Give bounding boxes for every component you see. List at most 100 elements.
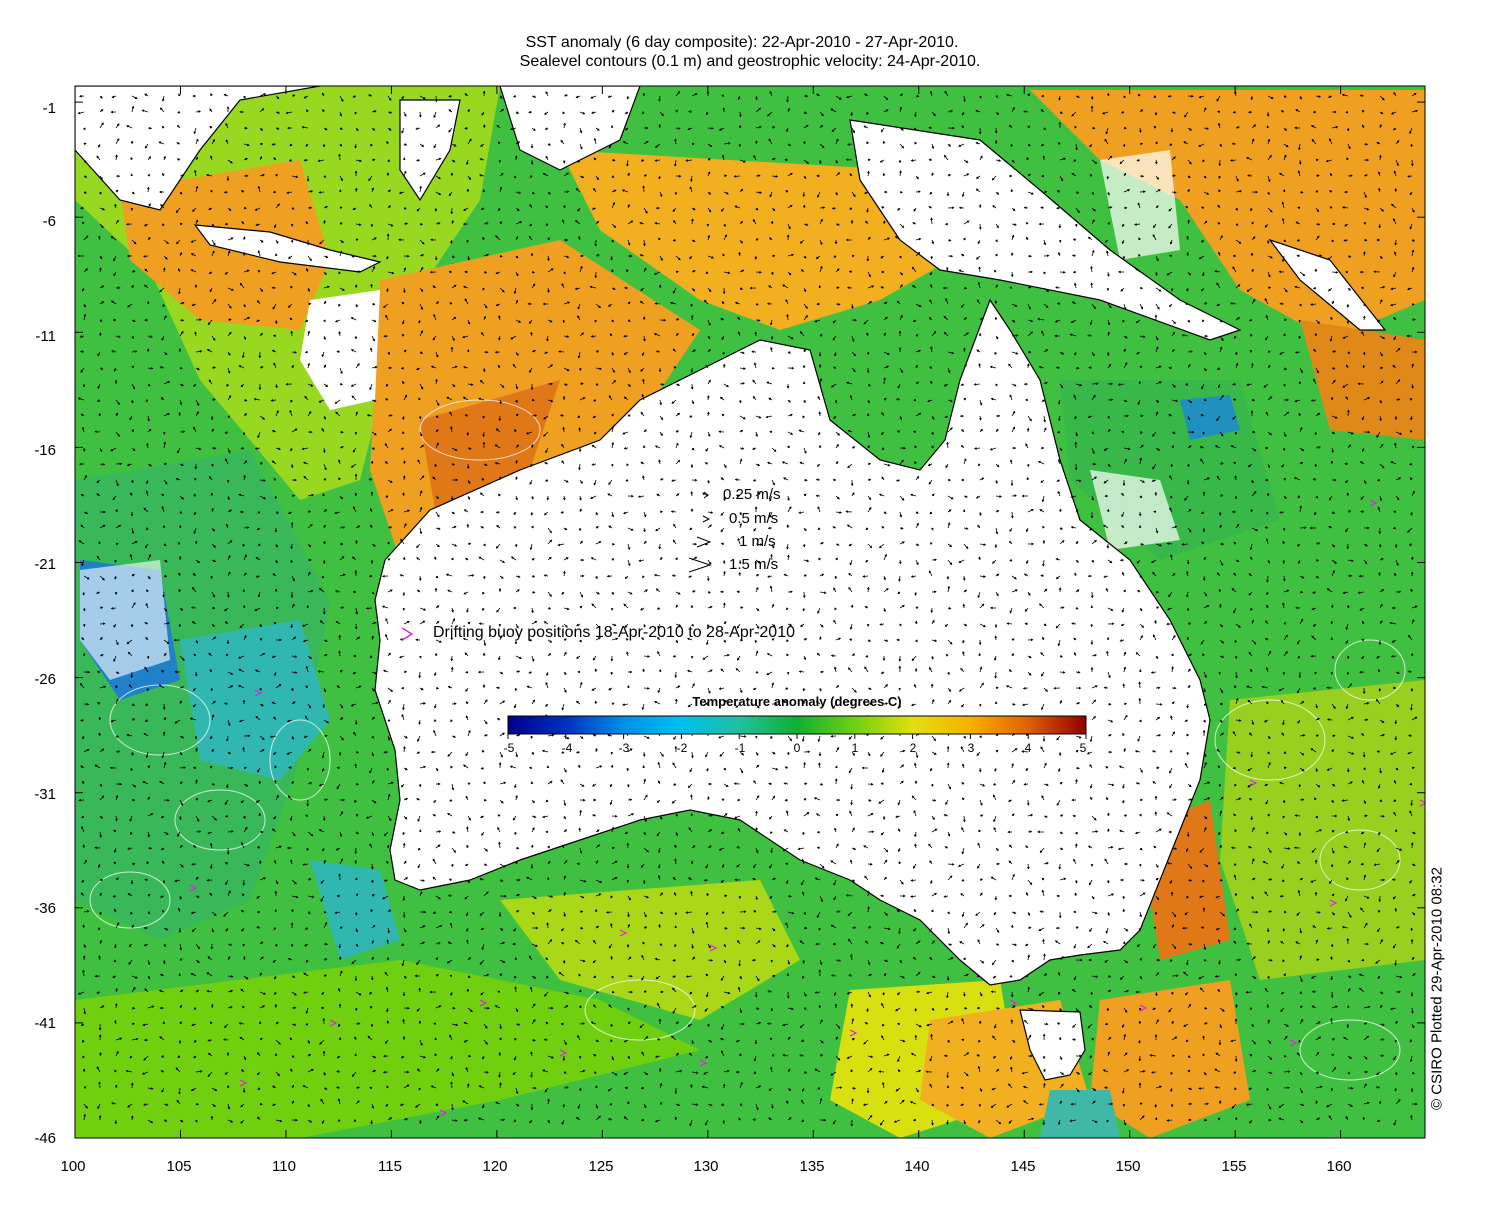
velocity-arrow [1329,173,1333,177]
velocity-arrow [1296,239,1301,242]
velocity-arrow [835,443,839,449]
velocity-arrow [769,237,773,241]
velocity-arrow [944,222,949,226]
velocity-arrow [739,351,745,354]
velocity-arrow [1123,399,1128,403]
velocity-arrow [1297,170,1301,177]
velocity-arrow [624,127,629,131]
velocity-arrow [288,159,293,162]
velocity-arrow [1070,319,1077,324]
velocity-arrow [483,253,490,257]
velocity-arrow [141,109,149,113]
velocity-arrow [1025,443,1029,449]
velocity-arrow [895,398,901,401]
velocity-arrow [195,399,200,407]
velocity-arrow [691,447,695,451]
velocity-arrow [371,431,377,436]
velocity-arrow [739,429,744,433]
velocity-arrow [563,122,566,129]
velocity-arrow [593,137,597,145]
velocity-arrow [896,430,901,433]
velocity-arrow [77,254,85,258]
velocity-arrow [1171,445,1175,449]
velocity-arrow [179,330,184,337]
velocity-arrow [1121,111,1125,114]
velocity-arrow [448,109,453,113]
velocity-arrow [531,191,535,195]
velocity-arrow [1027,350,1032,354]
velocity-arrow [782,284,789,289]
velocity-arrow [208,379,213,385]
velocity-arrow [946,266,949,273]
velocity-arrow [1395,159,1399,167]
velocity-arrow [1347,287,1351,291]
velocity-arrow [1074,441,1078,449]
velocity-arrow [995,414,1001,418]
velocity-arrow [1200,287,1205,292]
velocity-arrow [1059,351,1065,355]
velocity-arrow [1314,268,1318,273]
velocity-arrow [562,111,565,115]
velocity-arrow [992,205,997,209]
velocity-arrow [1298,159,1302,165]
velocity-arrow [769,90,773,97]
velocity-arrow [354,187,358,193]
velocity-arrow [881,127,885,133]
velocity-arrow [83,127,86,131]
velocity-arrow [959,414,965,418]
velocity-arrow [913,127,917,131]
velocity-arrow [753,362,757,369]
velocity-arrow [1199,446,1205,449]
velocity-arrow [1071,111,1077,117]
velocity-arrow [707,348,711,353]
velocity-arrow [880,286,885,289]
velocity-arrow [99,319,103,322]
velocity-arrow [930,283,933,289]
velocity-arrow [1219,394,1224,401]
velocity-arrow [579,332,585,337]
velocity-arrow [1057,142,1061,145]
velocity-arrow [176,158,181,161]
velocity-arrow [929,299,933,305]
velocity-arrow [1139,414,1144,418]
velocity-arrow [323,285,330,289]
velocity-arrow [592,399,597,402]
velocity-arrow [785,190,789,193]
velocity-arrow [403,207,407,210]
velocity-arrow [350,317,357,321]
velocity-arrow [303,95,309,99]
velocity-arrow [131,365,135,369]
velocity-arrow [687,127,693,131]
velocity-arrow [115,462,123,466]
velocity-arrow [835,172,841,177]
velocity-arrow [689,431,693,439]
velocity-arrow [482,591,485,595]
velocity-arrow [1267,191,1270,196]
velocity-arrow [1183,141,1189,145]
velocity-arrow [77,111,85,115]
velocity-arrow [1330,316,1333,321]
velocity-arrow [147,236,151,241]
velocity-arrow [867,445,870,449]
map-title-line2: Sealevel contours (0.1 m) and geostrophi… [519,53,981,70]
velocity-arrow [243,143,250,147]
velocity-arrow [883,377,886,385]
velocity-arrow [1169,143,1173,146]
velocity-arrow [866,141,869,145]
velocity-arrow [627,239,631,246]
velocity-arrow [1343,239,1349,242]
velocity-arrow [322,143,326,148]
velocity-arrow [291,94,296,97]
velocity-arrow [1234,431,1238,436]
velocity-arrow [515,236,519,241]
velocity-arrow [721,154,725,161]
velocity-arrow [338,303,341,307]
velocity-arrow [718,430,725,434]
velocity-arrow [1056,206,1061,210]
velocity-arrow [371,187,375,193]
velocity-arrow [847,286,853,290]
velocity-arrow [1185,383,1189,386]
velocity-arrow [803,399,806,404]
velocity-arrow [641,111,645,114]
velocity-arrow [786,234,790,241]
